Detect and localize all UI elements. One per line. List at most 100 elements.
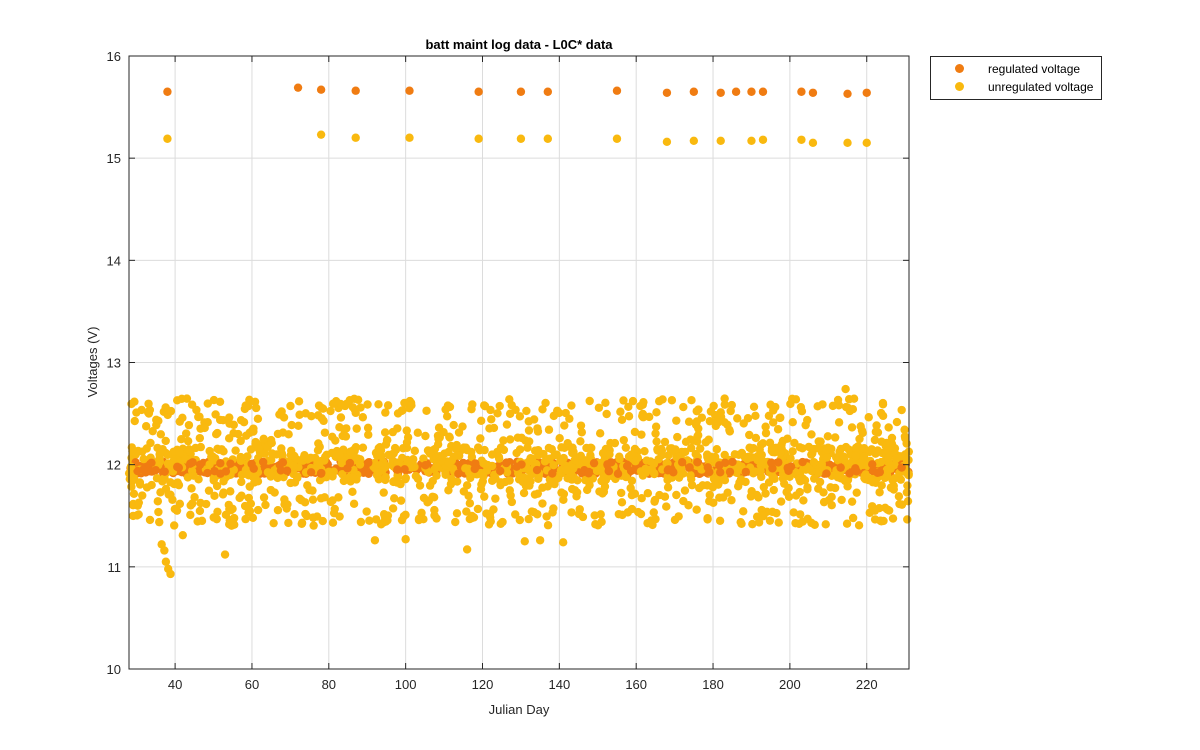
unregulated-point bbox=[476, 434, 485, 443]
unregulated-point bbox=[147, 480, 156, 490]
regulated-high-point bbox=[293, 83, 303, 92]
unregulated-point bbox=[637, 494, 646, 503]
unregulated-point bbox=[381, 408, 390, 417]
unregulated-point bbox=[687, 395, 696, 405]
unregulated-point bbox=[300, 498, 310, 507]
unregulated-point bbox=[513, 433, 522, 442]
regulated-point bbox=[496, 466, 505, 476]
unregulated-point bbox=[287, 420, 296, 430]
unregulated-point bbox=[816, 437, 825, 446]
unregulated-point bbox=[687, 443, 696, 453]
unregulated-point bbox=[515, 445, 525, 454]
unregulated-point bbox=[286, 401, 295, 411]
unregulated-point bbox=[789, 508, 798, 517]
unregulated-point bbox=[335, 450, 344, 459]
unregulated-point bbox=[650, 495, 660, 505]
unregulated-point bbox=[358, 413, 368, 422]
regulated-point bbox=[613, 469, 623, 478]
unregulated-point bbox=[773, 425, 783, 434]
unregulated-point bbox=[791, 518, 800, 528]
unregulated-point bbox=[598, 489, 607, 498]
regulated-point bbox=[361, 466, 370, 476]
unregulated-point bbox=[397, 515, 407, 525]
unregulated-point bbox=[155, 517, 164, 527]
unregulated-point bbox=[833, 473, 842, 482]
unregulated-point bbox=[768, 507, 777, 517]
x-tick-label: 160 bbox=[625, 677, 647, 692]
unregulated-point bbox=[557, 443, 566, 452]
unregulated-point bbox=[575, 505, 584, 514]
unregulated-point bbox=[428, 476, 437, 486]
unregulated-point bbox=[259, 493, 269, 502]
unregulated-point bbox=[195, 412, 204, 421]
unregulated-point bbox=[314, 439, 323, 448]
unregulated-point bbox=[251, 403, 261, 413]
unregulated-point bbox=[383, 401, 393, 410]
unregulated-point bbox=[851, 451, 860, 461]
unregulated-point bbox=[859, 452, 869, 461]
unregulated-point bbox=[679, 402, 688, 412]
unregulated-point bbox=[266, 472, 275, 481]
regulated-point bbox=[216, 459, 225, 468]
unregulated-point bbox=[144, 399, 153, 408]
unregulated-point bbox=[152, 415, 161, 425]
unregulated-point bbox=[231, 446, 240, 455]
unregulated-point bbox=[627, 476, 637, 485]
unregulated-point bbox=[585, 396, 594, 406]
unregulated-point bbox=[876, 457, 886, 467]
unregulated-point bbox=[671, 445, 680, 454]
unregulated-point bbox=[175, 448, 184, 457]
unregulated-point bbox=[884, 506, 894, 515]
unregulated-point bbox=[200, 423, 209, 433]
unregulated-point bbox=[515, 412, 525, 421]
unregulated-point bbox=[660, 437, 670, 447]
unregulated-point bbox=[705, 490, 714, 500]
unregulated-point bbox=[481, 460, 490, 469]
unregulated-point bbox=[733, 482, 743, 491]
regulated-point bbox=[421, 461, 430, 470]
unregulated-point bbox=[658, 395, 667, 404]
unregulated-point bbox=[241, 401, 250, 410]
unregulated-high-point bbox=[862, 138, 871, 148]
unregulated-point bbox=[184, 445, 194, 454]
unregulated-point bbox=[308, 486, 317, 495]
unregulated-point bbox=[505, 476, 514, 485]
unregulated-point bbox=[884, 423, 893, 432]
unregulated-point bbox=[174, 480, 184, 490]
unregulated-point bbox=[487, 450, 497, 459]
regulated-point bbox=[400, 465, 409, 474]
unregulated-point bbox=[128, 511, 138, 521]
unregulated-point bbox=[652, 437, 661, 446]
regulated-high-point bbox=[747, 87, 756, 96]
legend-marker-unregulated bbox=[955, 82, 964, 91]
unregulated-point bbox=[788, 447, 797, 456]
unregulated-point bbox=[480, 401, 490, 411]
regulated-point bbox=[186, 459, 195, 468]
unregulated-point bbox=[872, 421, 881, 430]
unregulated-point bbox=[415, 481, 425, 490]
unregulated-point bbox=[570, 486, 580, 495]
regulated-point bbox=[868, 466, 878, 476]
unregulated-point bbox=[519, 473, 529, 482]
unregulated-point bbox=[134, 498, 144, 507]
unregulated-point bbox=[229, 465, 239, 475]
unregulated-point bbox=[596, 510, 605, 519]
x-tick-label: 220 bbox=[856, 677, 878, 692]
unregulated-point bbox=[181, 429, 191, 438]
unregulated-point bbox=[315, 475, 325, 485]
unregulated-point bbox=[430, 511, 439, 520]
unregulated-point bbox=[493, 409, 502, 418]
unregulated-point bbox=[567, 401, 576, 410]
unregulated-point bbox=[337, 458, 346, 468]
unregulated-point bbox=[309, 521, 318, 530]
unregulated-point bbox=[266, 485, 276, 495]
unregulated-point bbox=[643, 465, 653, 475]
regulated-point bbox=[875, 467, 885, 477]
unregulated-point bbox=[308, 495, 318, 504]
unregulated-point bbox=[280, 495, 289, 504]
unregulated-point bbox=[715, 516, 725, 526]
unregulated-point bbox=[422, 406, 431, 415]
unregulated-point bbox=[776, 497, 786, 506]
unregulated-point bbox=[887, 433, 897, 443]
